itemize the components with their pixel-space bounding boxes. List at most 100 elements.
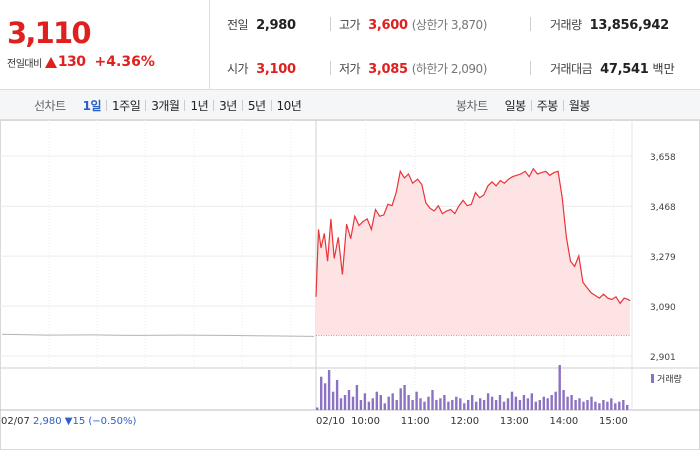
candle-chart-title: 봉차트 [456, 98, 488, 113]
volume-bar [566, 396, 569, 410]
tab-10-years[interactable]: 10년 [276, 98, 302, 113]
volume-bar [383, 403, 386, 410]
price-chart[interactable]: 3,658 3,468 3,279 3,090 2,901 02/07 02/10 10:00… [0, 120, 700, 450]
volume-bar [538, 400, 541, 410]
chart-tab-bar: 선차트 1일 1주일 3개월 1년 3년 5년 10년 봉차트 일봉 주봉 월봉 [0, 90, 700, 120]
volume-bar [363, 393, 367, 410]
volume-bar [391, 393, 394, 410]
volume-bar [542, 396, 545, 410]
tab-1-year[interactable]: 1년 [190, 98, 209, 113]
volume-bar [403, 385, 406, 410]
x-tick-label: 15:00 [599, 416, 628, 427]
volume-bar [339, 398, 343, 410]
volume-bar [479, 398, 482, 410]
volume-bar [506, 398, 510, 410]
up-triangle-icon [44, 56, 57, 68]
stat-label: 고가 [339, 18, 361, 32]
tab-daily-candle[interactable]: 일봉 [504, 98, 527, 113]
change-value: 130 [57, 54, 86, 70]
tab-3-months[interactable]: 3개월 [151, 98, 180, 113]
volume-bar [494, 400, 498, 410]
volume-bar [594, 401, 597, 410]
volume-bar [530, 393, 533, 410]
volume-bar [335, 380, 339, 410]
volume-bar [614, 403, 617, 410]
tab-1-week[interactable]: 1주일 [112, 98, 141, 113]
tab-5-years[interactable]: 5년 [247, 98, 266, 113]
volume-bar [331, 391, 335, 410]
volume-bar [419, 398, 422, 410]
volume-bar [423, 401, 426, 410]
x-tick-label: 12:00 [450, 416, 479, 427]
volume-bar [618, 401, 621, 410]
volume-legend-label: 거래량 [657, 375, 682, 385]
stat-unit: 백만 [652, 62, 675, 76]
stat-label: 시가 [227, 62, 249, 76]
volume-bar [574, 400, 577, 410]
volume-bar [443, 395, 446, 410]
volume-bar [586, 400, 589, 410]
volume-bar [490, 396, 494, 410]
tab-3-years[interactable]: 3년 [219, 98, 237, 113]
volume-bar [323, 383, 327, 410]
volume-bar [455, 396, 458, 410]
volume-bar [395, 400, 398, 410]
volume-bar [463, 403, 466, 410]
x-tick-label: 14:00 [549, 416, 578, 427]
volume-bar [550, 395, 553, 410]
candle-chart-tabs: 봉차트 일봉 주봉 월봉 [456, 90, 595, 120]
volume-bar [510, 391, 514, 410]
volume-bar [570, 395, 573, 410]
stat-label: 전일 [227, 18, 249, 32]
y-tick-label: 3,658 [650, 153, 676, 163]
volume-bar [467, 400, 470, 410]
change-label: 전일대비 [7, 58, 42, 70]
y-tick-label: 3,279 [650, 253, 676, 263]
volume-bar [471, 395, 474, 410]
stat-label: 저가 [339, 62, 361, 76]
x-tick-label: 02/07 [1, 416, 30, 427]
lower-limit-text: (하한가 2,090) [411, 62, 488, 76]
volume-bar [498, 395, 502, 410]
change-rate: +4.36% [94, 54, 155, 70]
volume-bar [626, 405, 629, 410]
stat-value: 47,541 [600, 62, 649, 77]
tab-divider [213, 99, 215, 111]
tab-1-day[interactable]: 1일 [82, 98, 102, 113]
volume-bar [355, 385, 359, 410]
stat-volume: 거래량 13,856,942 [550, 16, 669, 33]
volume-bar [514, 396, 518, 410]
divider [530, 17, 531, 31]
stat-value: 2,980 [256, 18, 296, 33]
volume-bar [327, 370, 331, 410]
volume-bar [347, 390, 351, 410]
tab-weekly-candle[interactable]: 주봉 [536, 98, 559, 113]
line-chart-tabs: 선차트 1일 1주일 3개월 1년 3년 5년 10년 [34, 90, 306, 120]
tab-monthly-candle[interactable]: 월봉 [568, 98, 591, 113]
x-tick-label: 02/10 [316, 416, 345, 427]
volume-bar [518, 400, 522, 410]
volume-bar [435, 400, 438, 410]
volume-bar [534, 401, 537, 410]
volume-bar [554, 391, 557, 410]
volume-bar [486, 393, 490, 410]
stat-label: 거래량 [550, 18, 582, 32]
volume-bar [482, 400, 486, 410]
volume-bar [610, 398, 613, 410]
volume-bar [407, 395, 410, 410]
chart-canvas: 3,658 3,468 3,279 3,090 2,901 02/07 02/10 10:00… [0, 120, 700, 450]
stat-open: 시가 3,100 [227, 60, 296, 77]
stat-low: 저가 3,085 (하한가 2,090) [339, 60, 487, 77]
volume-bar [602, 400, 605, 410]
volume-bar [379, 395, 382, 410]
volume-bar [359, 400, 363, 410]
x-tick-label: 10:00 [351, 416, 380, 427]
current-price: 3,110 [7, 16, 92, 50]
divider [530, 61, 531, 75]
divider [330, 61, 331, 75]
tab-divider [106, 99, 108, 111]
volume-bar [439, 398, 442, 410]
volume-bar [522, 395, 526, 410]
volume-swatch [651, 374, 654, 383]
volume-bar [578, 398, 581, 410]
